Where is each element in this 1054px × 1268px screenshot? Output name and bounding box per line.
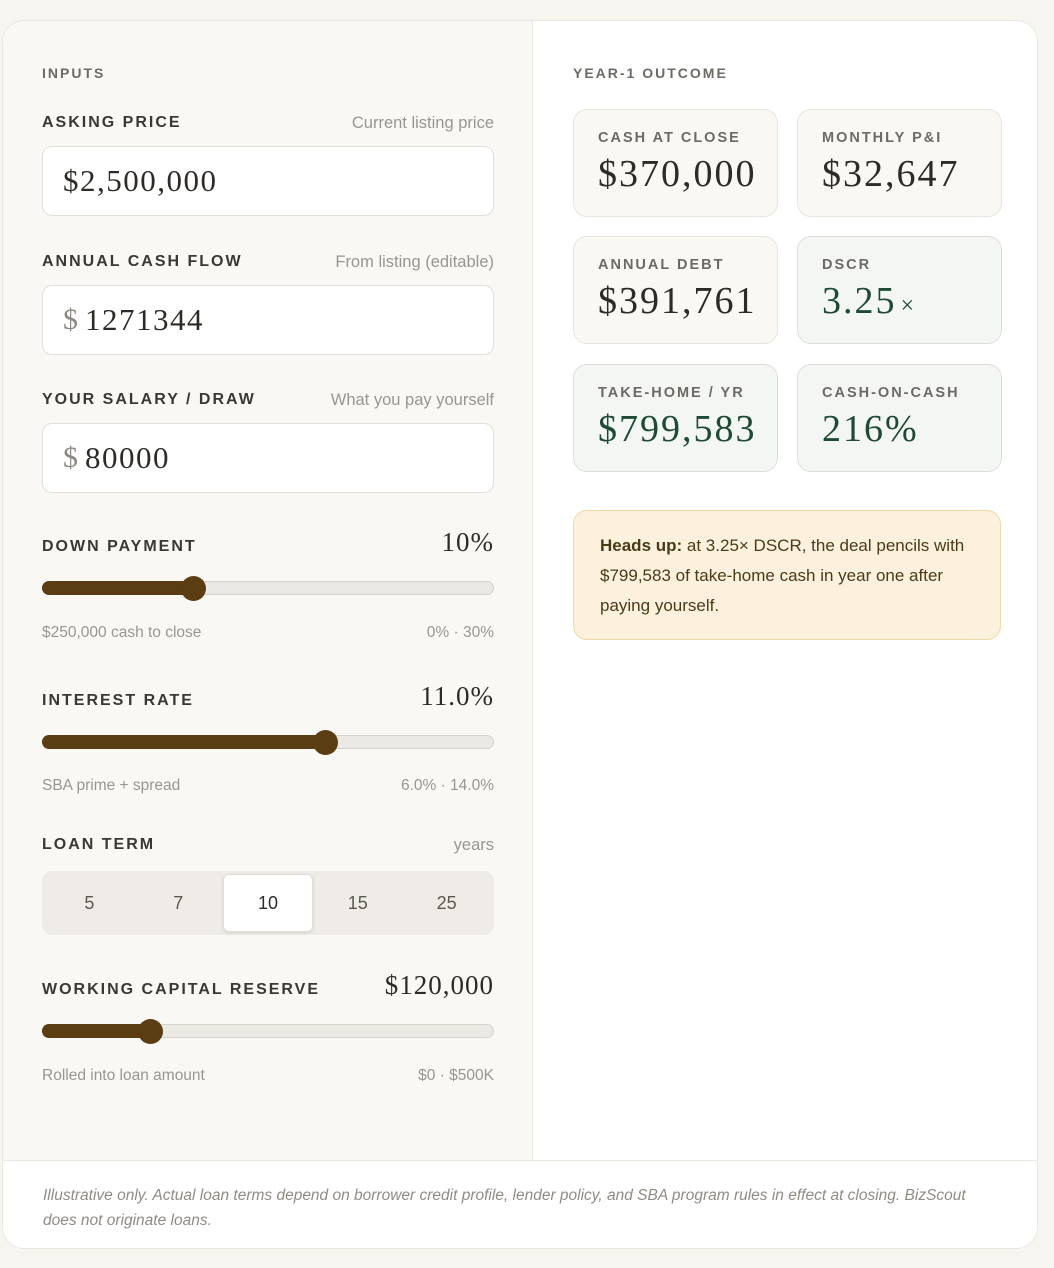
metric-value: 3.25 × <box>822 279 1001 323</box>
metric-monthly-pi: MONTHLY P&I $32,647 <box>797 109 1002 217</box>
inputs-panel: INPUTS ASKING PRICE Current listing pric… <box>3 21 533 1160</box>
alert-title: Heads up: <box>600 536 683 555</box>
loan-term-selector: 5 7 10 15 25 <box>42 871 494 935</box>
metric-label: ANNUAL DEBT <box>598 257 725 273</box>
working-capital-value: $120,000 <box>384 970 494 1000</box>
slider-fill <box>42 581 193 595</box>
heads-up-alert: Heads up: at 3.25× DSCR, the deal pencil… <box>573 510 1001 640</box>
metric-label: DSCR <box>822 257 872 273</box>
loan-term-label: LOAN TERM <box>42 836 156 853</box>
down-payment-value: 10% <box>441 527 494 557</box>
interest-rate-label: INTEREST RATE <box>42 692 194 709</box>
annual-cash-flow-label: ANNUAL CASH FLOW <box>42 253 243 270</box>
metric-value: $799,583 <box>598 408 757 450</box>
working-capital-label: WORKING CAPITAL RESERVE <box>42 981 321 998</box>
outcome-panel: YEAR-1 OUTCOME CASH AT CLOSE $370,000 MO… <box>534 21 1037 1160</box>
asking-price-input[interactable]: $2,500,000 <box>42 146 494 216</box>
asking-price-label: ASKING PRICE <box>42 114 182 131</box>
asking-price-value: $2,500,000 <box>63 163 218 198</box>
metric-label: CASH-ON-CASH <box>822 385 960 401</box>
alert-text: at 3.25× DSCR, the deal pencils with $79… <box>600 536 965 615</box>
loan-term-option-5[interactable]: 5 <box>84 892 95 913</box>
metric-value: $391,761 <box>598 280 757 322</box>
footer: Illustrative only. Actual loan terms dep… <box>3 1160 1037 1248</box>
interest-rate-value: 11.0% <box>420 681 494 711</box>
dscr-suffix: × <box>900 293 917 319</box>
metric-label: CASH AT CLOSE <box>598 130 741 146</box>
dscr-number: 3.25 <box>822 280 897 322</box>
working-capital-slider[interactable] <box>42 1019 494 1044</box>
loan-term-option-7[interactable]: 7 <box>173 892 184 913</box>
loan-term-option-15[interactable]: 15 <box>347 892 368 913</box>
metric-label: MONTHLY P&I <box>822 130 943 146</box>
slider-thumb[interactable] <box>181 576 206 601</box>
down-payment-range: 0% · 30% <box>426 624 494 641</box>
loan-term-option-10[interactable]: 10 <box>222 874 314 932</box>
metric-value: $370,000 <box>598 153 757 195</box>
metric-annual-debt: ANNUAL DEBT $391,761 <box>573 236 778 344</box>
metric-value: $32,647 <box>822 153 960 195</box>
interest-rate-range: 6.0% · 14.0% <box>400 777 494 794</box>
loan-term-hint: years <box>453 836 494 854</box>
slider-fill <box>42 1024 150 1038</box>
disclaimer-text: Illustrative only. Actual loan terms dep… <box>43 1187 966 1229</box>
currency-symbol: $ <box>63 441 79 474</box>
salary-input[interactable]: $ 80000 <box>42 423 494 493</box>
inputs-section-label: INPUTS <box>42 65 106 81</box>
loan-term-option-25[interactable]: 25 <box>436 892 457 913</box>
metric-dscr: DSCR 3.25 × <box>797 236 1002 344</box>
asking-price-hint: Current listing price <box>351 114 494 132</box>
metric-label: TAKE-HOME / YR <box>598 385 745 401</box>
down-payment-cash-note: $250,000 cash to close <box>42 624 202 641</box>
annual-cash-flow-input[interactable]: $ 1271344 <box>42 285 494 355</box>
currency-symbol: $ <box>63 303 79 336</box>
interest-rate-slider[interactable] <box>42 730 494 755</box>
outcome-section-label: YEAR-1 OUTCOME <box>573 65 728 81</box>
working-capital-range: $0 · $500K <box>418 1067 494 1084</box>
interest-rate-note: SBA prime + spread <box>42 777 181 794</box>
down-payment-label: DOWN PAYMENT <box>42 538 197 555</box>
slider-thumb[interactable] <box>313 730 338 755</box>
salary-hint: What you pay yourself <box>330 391 494 409</box>
metric-take-home: TAKE-HOME / YR $799,583 <box>573 364 778 472</box>
annual-cash-flow-hint: From listing (editable) <box>335 253 494 271</box>
metric-value: 216% <box>822 408 919 450</box>
down-payment-slider[interactable] <box>42 576 494 601</box>
loan-calculator-card: INPUTS ASKING PRICE Current listing pric… <box>2 20 1038 1249</box>
salary-label: YOUR SALARY / DRAW <box>42 391 256 408</box>
slider-thumb[interactable] <box>138 1019 163 1044</box>
annual-cash-flow-value: 1271344 <box>85 302 204 337</box>
metric-cash-on-cash: CASH-ON-CASH 216% <box>797 364 1002 472</box>
slider-fill <box>42 735 325 749</box>
salary-value: 80000 <box>85 440 170 475</box>
metric-cash-at-close: CASH AT CLOSE $370,000 <box>573 109 778 217</box>
working-capital-note: Rolled into loan amount <box>42 1067 205 1084</box>
